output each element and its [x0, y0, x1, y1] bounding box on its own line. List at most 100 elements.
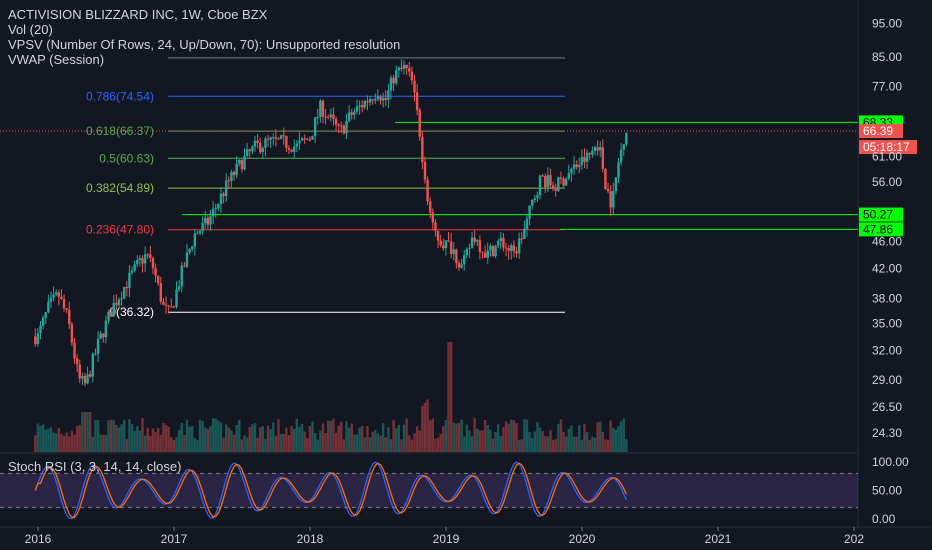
stoch-rsi-k-line	[34, 461, 627, 520]
volume-bar	[402, 424, 406, 452]
volume-bar	[347, 427, 351, 452]
volume-bar	[86, 412, 89, 452]
volume-bar	[109, 419, 113, 452]
candle-body	[154, 268, 157, 276]
candle-body	[73, 342, 76, 359]
candle-body	[483, 252, 487, 258]
candle-body	[204, 217, 207, 224]
volume-bar	[525, 419, 529, 452]
candle-body	[565, 178, 568, 186]
candle-body	[34, 336, 37, 345]
candle-body	[423, 161, 427, 180]
candle-body	[551, 185, 555, 190]
candle-body	[107, 311, 110, 321]
volume-bar	[201, 421, 204, 452]
candle-body	[557, 177, 560, 191]
volume-bar	[235, 424, 238, 452]
volume-bar	[499, 436, 503, 452]
candle-body	[489, 246, 492, 251]
level-price-tag	[859, 207, 903, 222]
candlesticks	[34, 59, 628, 387]
candle-body	[567, 173, 571, 179]
candle-body	[36, 333, 40, 345]
volume-bar	[154, 432, 157, 452]
candle-body	[75, 358, 79, 365]
volume-bar	[562, 431, 565, 452]
price-tick-label: 46.00	[872, 234, 902, 248]
candle-body	[91, 354, 95, 377]
candle-body	[376, 96, 380, 100]
candle-body	[601, 147, 605, 169]
candle-body	[248, 149, 251, 152]
candle-body	[578, 164, 581, 168]
volume-bar	[300, 424, 304, 452]
candle-body	[596, 147, 599, 151]
volume-bar	[123, 419, 126, 452]
countdown-label: 05:18:17	[863, 140, 910, 154]
volume-bar	[622, 418, 625, 452]
volume-bar	[580, 439, 584, 452]
candle-body	[486, 250, 489, 258]
volume-bar	[232, 434, 236, 452]
volume-bar	[455, 423, 458, 452]
volume-bar	[497, 424, 500, 452]
volume-bar	[191, 425, 194, 452]
candle-body	[544, 175, 547, 187]
volume-bar	[515, 423, 518, 452]
volume-bar	[222, 437, 225, 452]
candle-body	[402, 64, 406, 69]
candle-body	[300, 138, 304, 141]
candle-body	[418, 110, 421, 137]
candle-body	[337, 124, 340, 126]
volume-bar	[572, 436, 576, 452]
candle-body	[392, 77, 395, 84]
volume-bar	[384, 437, 387, 452]
volume-bar	[575, 436, 578, 452]
indicator-vwap: VWAP (Session)	[8, 52, 105, 67]
volume-bar	[89, 412, 92, 452]
volume-bar	[334, 432, 338, 452]
candle-body	[575, 164, 578, 168]
candle-body	[68, 309, 71, 325]
candle-body	[580, 156, 584, 165]
volume-bar	[410, 439, 414, 452]
candle-body	[78, 364, 81, 379]
candle-body	[588, 152, 591, 155]
candle-body	[619, 149, 623, 163]
volume-bar	[269, 428, 272, 452]
volume-bar	[211, 418, 215, 452]
candle-body	[421, 136, 424, 162]
time-tick-label: 2018	[297, 532, 324, 546]
candle-body	[243, 155, 246, 170]
volume-bar	[578, 425, 581, 452]
volume-bar	[319, 430, 322, 452]
price-tick-label: 77.00	[872, 80, 902, 94]
volume-bar	[447, 342, 450, 452]
volume-bar	[298, 426, 301, 452]
candle-body	[128, 272, 131, 289]
volume-bar	[41, 424, 45, 452]
volume-bar	[366, 425, 369, 452]
candle-body	[70, 324, 74, 343]
candle-body	[379, 96, 382, 101]
candle-body	[112, 302, 115, 317]
volume-bar	[193, 438, 197, 452]
volume-bar	[151, 428, 155, 452]
candle-body	[191, 246, 194, 250]
candle-body	[141, 258, 144, 264]
candle-body	[460, 264, 463, 268]
candle-body	[313, 117, 317, 136]
candle-body	[157, 275, 160, 284]
volume-bar	[429, 420, 432, 452]
volume-bar	[238, 419, 241, 452]
volume-bar	[533, 431, 537, 452]
volume-bar	[39, 426, 42, 452]
volume-bar	[379, 435, 382, 452]
candle-body	[99, 333, 102, 340]
candle-body	[439, 240, 442, 246]
candle-body	[159, 283, 163, 302]
candle-body	[585, 152, 589, 162]
volume-bar	[361, 426, 364, 452]
candle-body	[350, 112, 353, 115]
